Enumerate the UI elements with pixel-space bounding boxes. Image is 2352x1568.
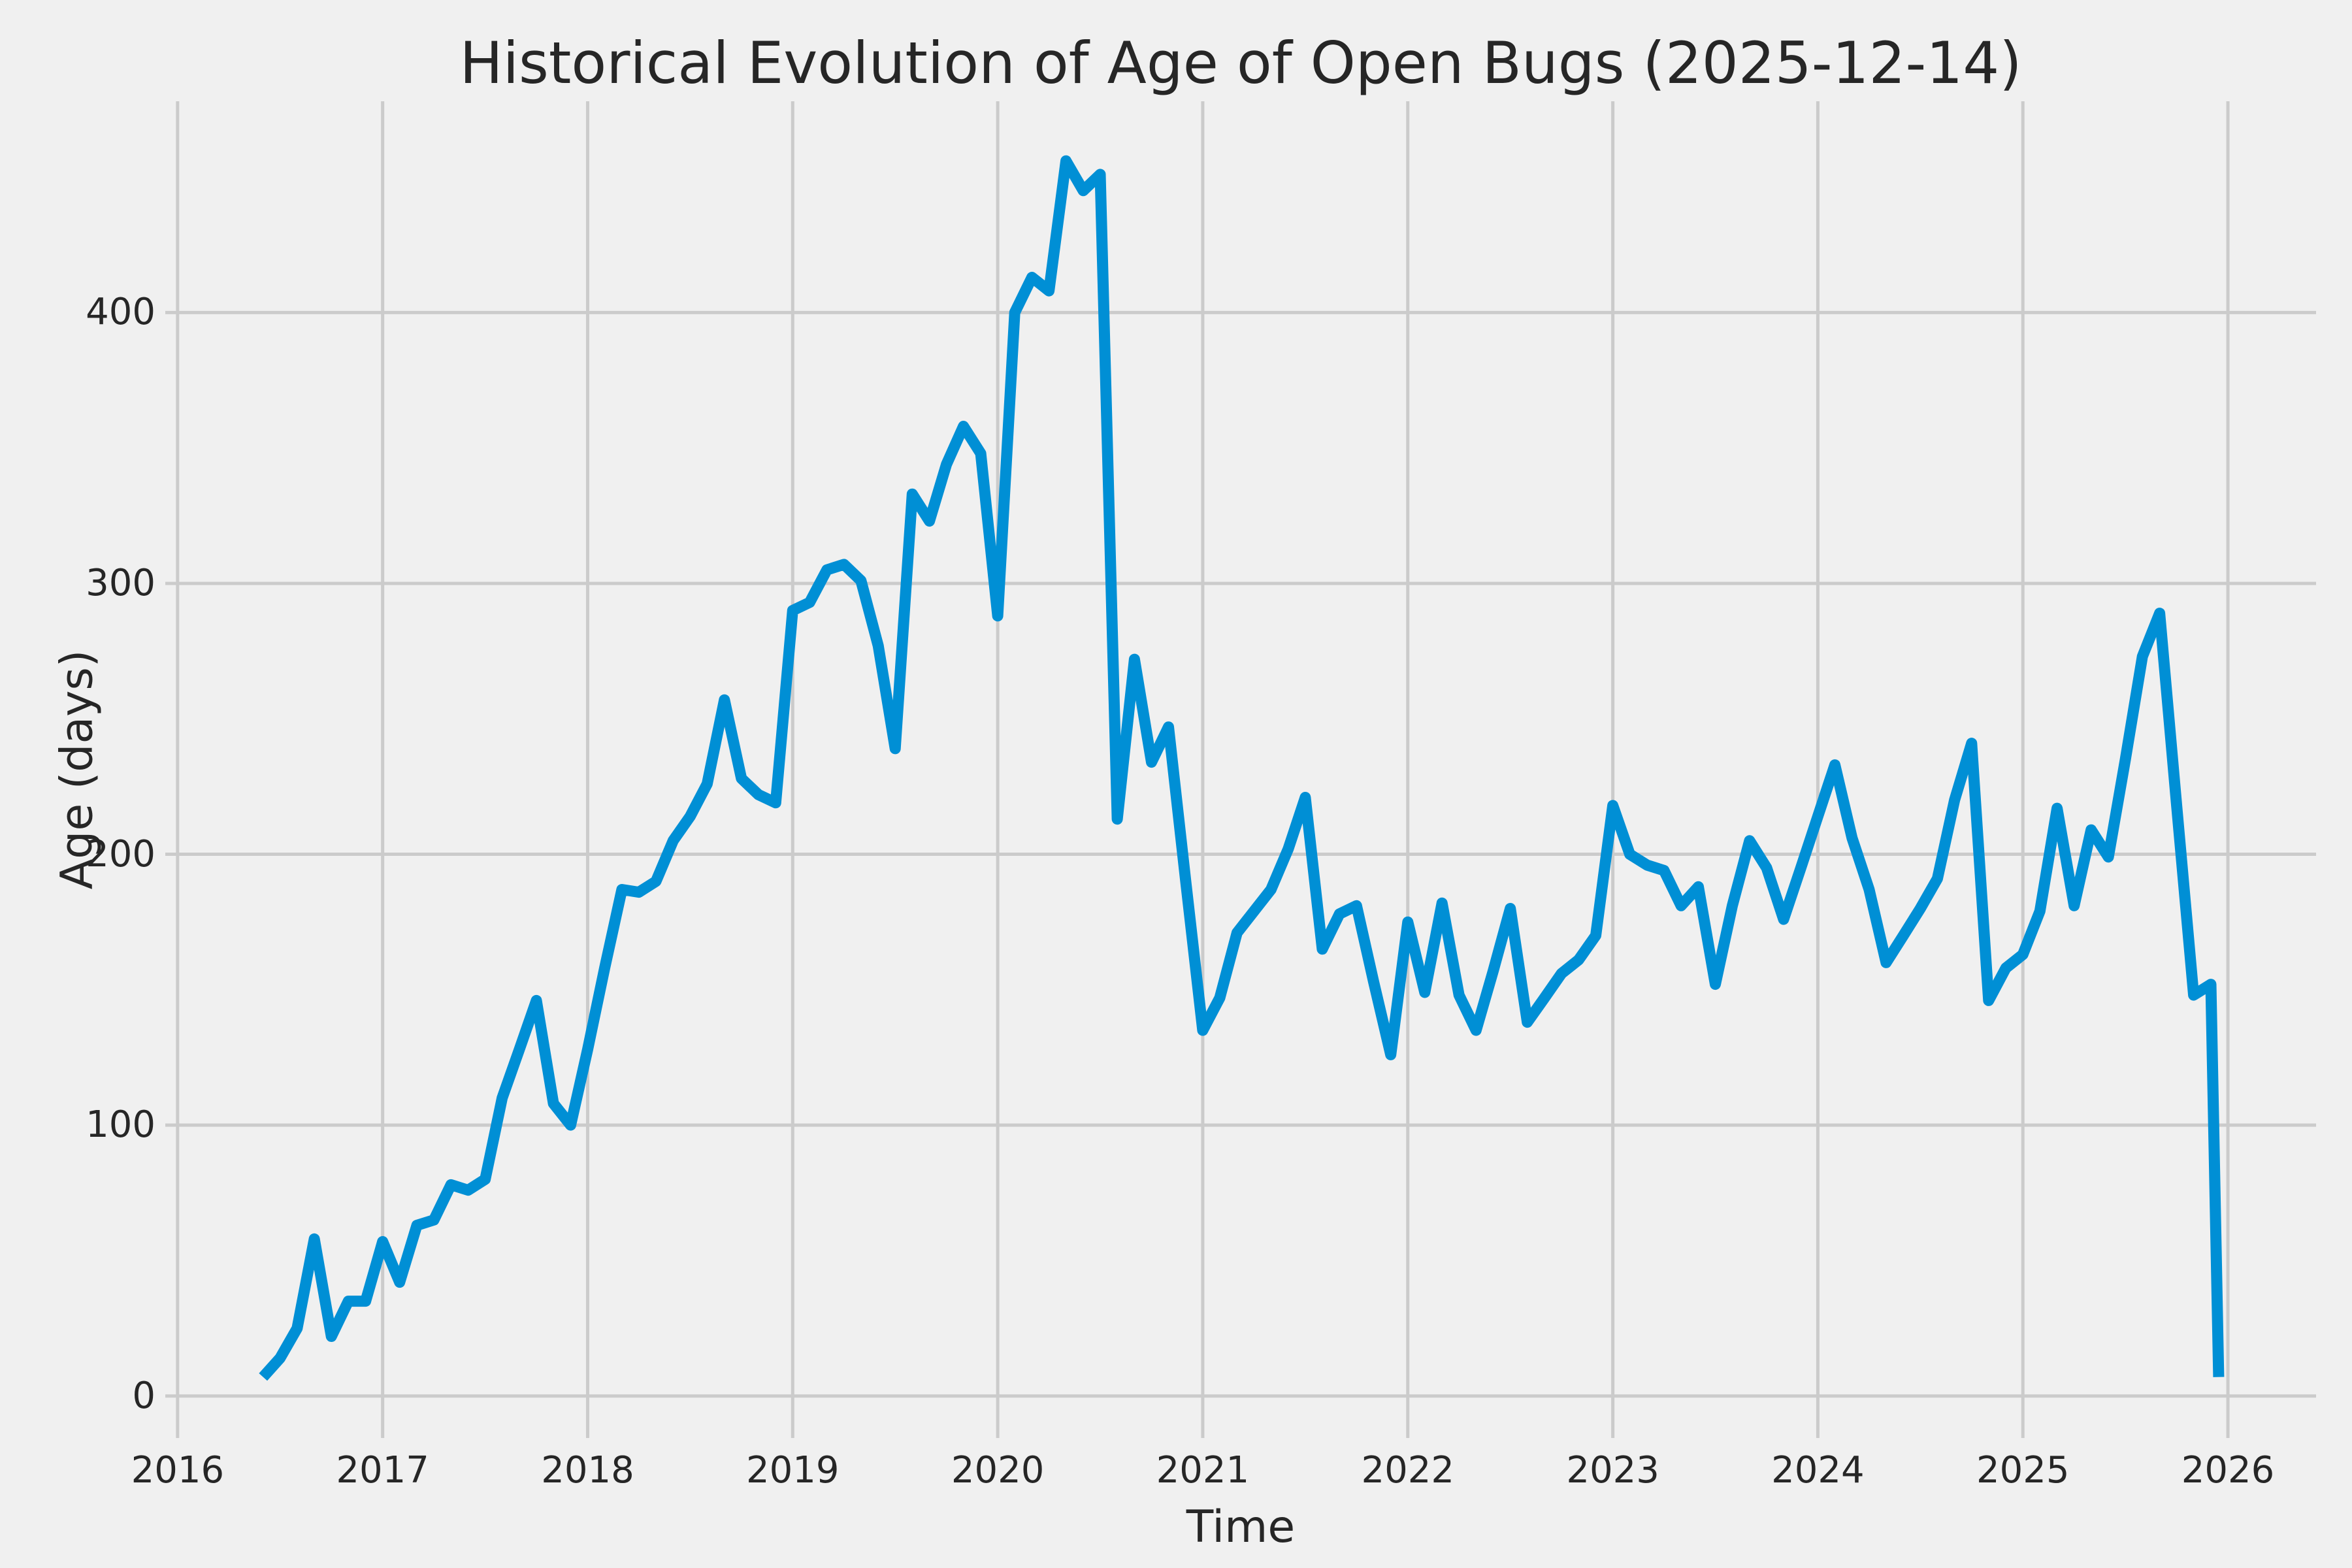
- x-tick-label: 2021: [1156, 1449, 1250, 1492]
- y-tick-label: 400: [86, 291, 155, 334]
- y-axis-label: Age (days): [51, 649, 103, 890]
- x-tick-label: 2019: [746, 1449, 840, 1492]
- x-tick-label: 2016: [131, 1449, 225, 1492]
- x-tick-label: 2025: [1976, 1449, 2070, 1492]
- y-tick-label: 100: [86, 1103, 155, 1147]
- x-tick-label: 2023: [1566, 1449, 1659, 1492]
- x-tick-label: 2020: [951, 1449, 1045, 1492]
- age-of-open-bugs-line: [259, 155, 2225, 1381]
- x-tick-label: 2024: [1771, 1449, 1865, 1492]
- x-tick-label: 2017: [336, 1449, 429, 1492]
- x-tick-label: 2018: [541, 1449, 634, 1492]
- y-tick-label: 0: [132, 1374, 155, 1417]
- y-tick-label: 300: [86, 561, 155, 604]
- y-tick-label: 200: [86, 832, 155, 875]
- chart-title: Historical Evolution of Age of Open Bugs…: [459, 29, 2022, 97]
- x-tick-label: 2026: [2181, 1449, 2275, 1492]
- x-axis-label: Time: [1186, 1501, 1296, 1553]
- grid-lines: [165, 101, 2316, 1438]
- x-tick-label: 2022: [1361, 1449, 1454, 1492]
- series-lines: [259, 155, 2225, 1381]
